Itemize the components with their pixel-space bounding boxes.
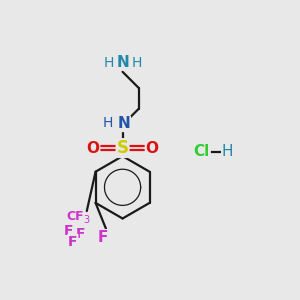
Text: 3: 3	[83, 215, 89, 225]
Text: H: H	[132, 56, 142, 70]
Text: F: F	[97, 230, 108, 245]
Text: S: S	[117, 139, 129, 157]
Text: H: H	[103, 116, 113, 130]
Text: O: O	[86, 140, 100, 155]
Text: Cl: Cl	[193, 144, 209, 159]
Text: O: O	[146, 140, 159, 155]
Text: N: N	[117, 55, 129, 70]
Text: H: H	[222, 144, 233, 159]
Text: F: F	[76, 226, 86, 241]
Text: CF: CF	[66, 210, 84, 223]
Text: N: N	[117, 116, 130, 131]
Text: F: F	[68, 235, 78, 249]
Text: F: F	[64, 224, 73, 238]
Text: H: H	[104, 56, 114, 70]
